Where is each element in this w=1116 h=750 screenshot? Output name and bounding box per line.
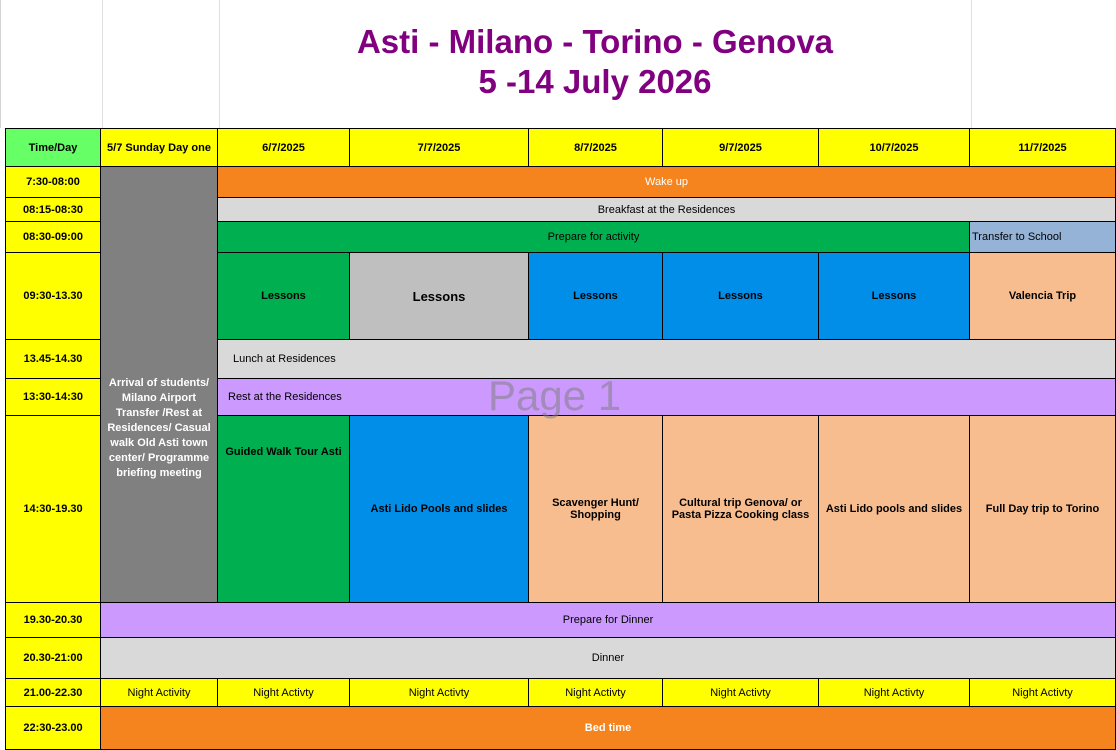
header-date[interactable]: 8/7/2025 bbox=[529, 129, 663, 167]
valencia-trip-cell[interactable]: Valencia Trip bbox=[970, 253, 1116, 340]
time-cell[interactable]: 22:30-23.00 bbox=[5, 707, 101, 750]
time-cell[interactable]: 14:30-19.30 bbox=[5, 416, 101, 603]
header-date[interactable]: 10/7/2025 bbox=[819, 129, 970, 167]
time-cell[interactable]: 20.30-21:00 bbox=[5, 638, 101, 679]
lessons-cell[interactable]: Lessons bbox=[663, 253, 819, 340]
lessons-cell[interactable]: Lessons bbox=[819, 253, 970, 340]
transfer-school-cell[interactable]: Transfer to School bbox=[970, 222, 1116, 253]
night-activity-cell[interactable]: Night Activty bbox=[350, 679, 529, 707]
night-activity-cell[interactable]: Night Activty bbox=[218, 679, 350, 707]
activity-cell[interactable]: Asti Lido pools and slides bbox=[819, 416, 970, 603]
activity-cell[interactable]: Scavenger Hunt/ Shopping bbox=[529, 416, 663, 603]
header-date[interactable]: 9/7/2025 bbox=[663, 129, 819, 167]
header-date[interactable]: 7/7/2025 bbox=[350, 129, 529, 167]
time-cell[interactable]: 7:30-08:00 bbox=[5, 167, 101, 198]
rest-cell[interactable]: Rest at the Residences bbox=[218, 379, 1116, 416]
breakfast-cell[interactable]: Breakfast at the Residences bbox=[218, 198, 1116, 222]
activity-cell[interactable]: Full Day trip to Torino bbox=[970, 416, 1116, 603]
time-cell[interactable]: 09:30-13.30 bbox=[5, 253, 101, 340]
activity-cell[interactable]: Guided Walk Tour Asti bbox=[218, 416, 350, 603]
title-area: Asti - Milano - Torino - Genova 5 -14 Jul… bbox=[0, 0, 1116, 128]
time-cell[interactable]: 08:30-09:00 bbox=[5, 222, 101, 253]
time-cell[interactable]: 13.45-14.30 bbox=[5, 340, 101, 379]
activity-cell[interactable]: Cultural trip Genova/ or Pasta Pizza Coo… bbox=[663, 416, 819, 603]
lunch-cell[interactable]: Lunch at Residences bbox=[218, 340, 1116, 379]
activity-cell[interactable]: Asti Lido Pools and slides bbox=[350, 416, 529, 603]
header-date[interactable]: 6/7/2025 bbox=[218, 129, 350, 167]
night-activity-cell[interactable]: Night Activity bbox=[101, 679, 218, 707]
bed-time-cell[interactable]: Bed time bbox=[101, 707, 1116, 750]
lessons-cell[interactable]: Lessons bbox=[218, 253, 350, 340]
header-time-day[interactable]: Time/Day bbox=[5, 129, 101, 167]
schedule-table: Time/Day 5/7 Sunday Day one 6/7/2025 7/7… bbox=[5, 128, 1116, 750]
dinner-cell[interactable]: Dinner bbox=[101, 638, 1116, 679]
prepare-activity-cell[interactable]: Prepare for activity bbox=[218, 222, 970, 253]
wake-up-cell[interactable]: Wake up bbox=[218, 167, 1116, 198]
header-day-one[interactable]: 5/7 Sunday Day one bbox=[101, 129, 218, 167]
time-cell[interactable]: 21.00-22.30 bbox=[5, 679, 101, 707]
lessons-cell[interactable]: Lessons bbox=[529, 253, 663, 340]
time-cell[interactable]: 19.30-20.30 bbox=[5, 603, 101, 638]
time-cell[interactable]: 13:30-14:30 bbox=[5, 379, 101, 416]
lessons-cell[interactable]: Lessons bbox=[350, 253, 529, 340]
prepare-dinner-cell[interactable]: Prepare for Dinner bbox=[101, 603, 1116, 638]
night-activity-cell[interactable]: Night Activty bbox=[663, 679, 819, 707]
night-activity-cell[interactable]: Night Activty bbox=[529, 679, 663, 707]
header-date[interactable]: 11/7/2025 bbox=[970, 129, 1116, 167]
page-title: Asti - Milano - Torino - Genova 5 -14 Jul… bbox=[356, 23, 834, 100]
night-activity-cell[interactable]: Night Activty bbox=[819, 679, 970, 707]
night-activity-cell[interactable]: Night Activty bbox=[970, 679, 1116, 707]
time-cell[interactable]: 08:15-08:30 bbox=[5, 198, 101, 222]
arrival-cell[interactable]: Arrival of students/ Milano Airport Tran… bbox=[101, 167, 218, 603]
